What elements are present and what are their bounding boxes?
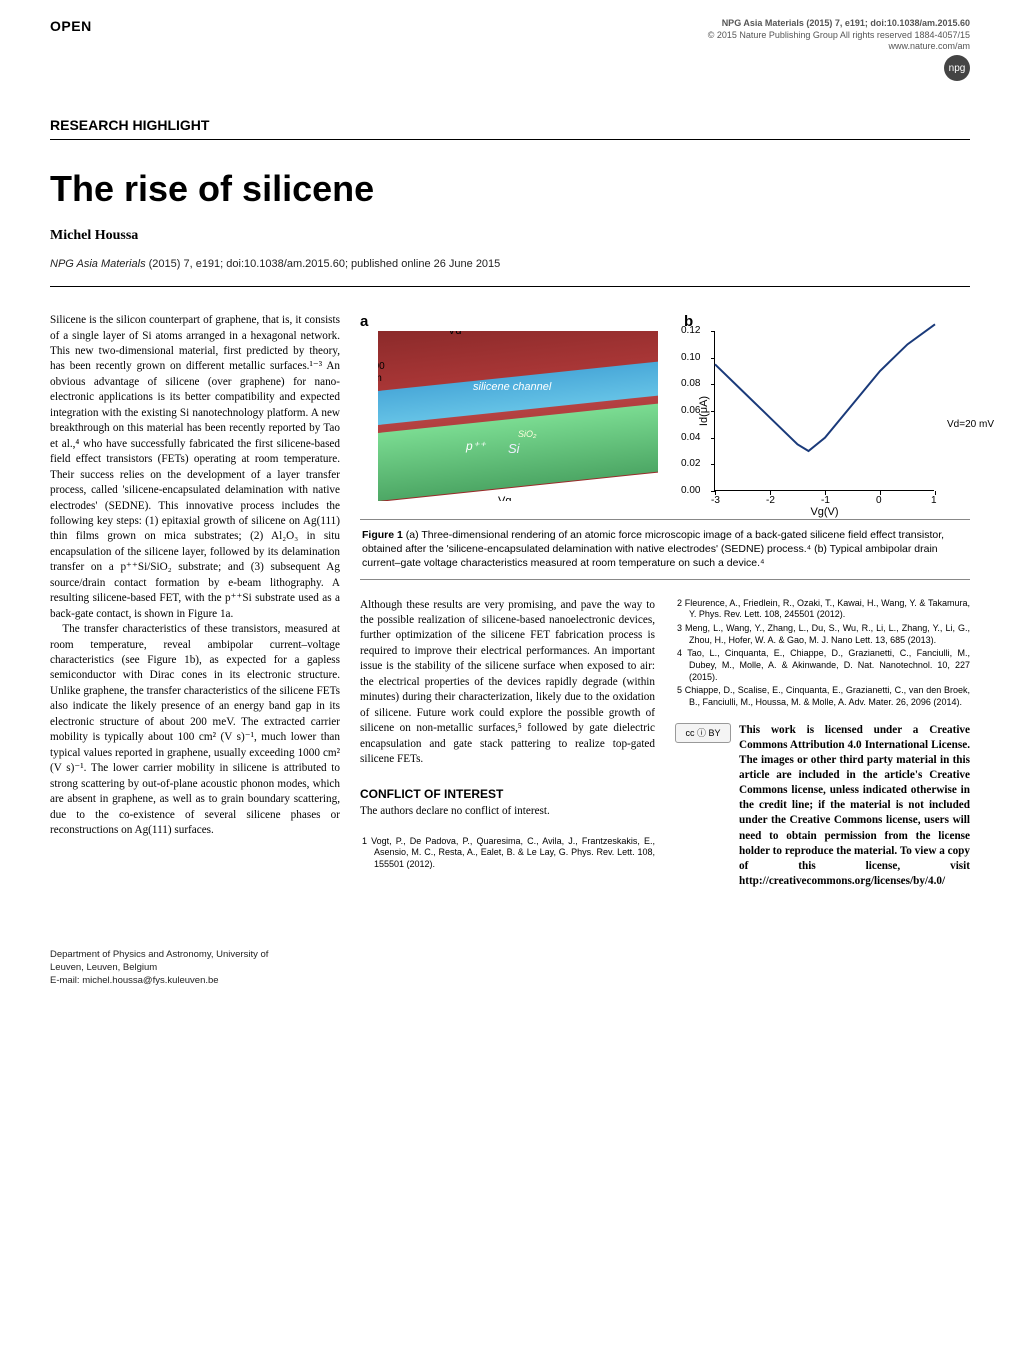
coi-heading: CONFLICT OF INTEREST <box>360 786 655 803</box>
left-column: Silicene is the silicon counterpart of g… <box>50 313 340 889</box>
header: OPEN NPG Asia Materials (2015) 7, e191; … <box>0 0 1020 87</box>
masthead: NPG Asia Materials (2015) 7, e191; doi:1… <box>708 18 970 53</box>
figure-1b: b Id(μA) Vg(V) Vd=20 mV 0.000.020.040.06… <box>684 313 954 513</box>
right-area: a Vd Vs Vg silicene channel Si SiO₂ p⁺⁺ … <box>360 313 970 889</box>
page-title: The rise of silicene <box>0 140 1020 210</box>
chart-line <box>715 324 935 451</box>
sio2-label: SiO₂ <box>518 429 536 439</box>
caption-text: (a) Three-dimensional rendering of an at… <box>362 529 944 569</box>
si-label: Si <box>508 441 520 456</box>
p-label: p⁺⁺ <box>466 439 485 453</box>
annotation: Vd=20 mV <box>947 419 994 430</box>
license-text: This work is licensed under a Creative C… <box>739 723 970 889</box>
ref-5: 5 Chiappe, D., Scalise, E., Cinquanta, E… <box>675 685 970 708</box>
refs-mid: 1 Vogt, P., De Padova, P., Quaresima, C.… <box>360 836 655 871</box>
body-mid: Although these results are very promisin… <box>360 598 655 768</box>
right-column: 2 Fleurence, A., Friedlein, R., Ozaki, T… <box>675 598 970 889</box>
logo-wrap: npg <box>708 55 970 81</box>
figure-1: a Vd Vs Vg silicene channel Si SiO₂ p⁺⁺ … <box>360 313 970 513</box>
ref-3: 3 Meng, L., Wang, Y., Zhang, L., Du, S.,… <box>675 623 970 646</box>
coi-text: The authors declare no conflict of inter… <box>360 804 655 819</box>
masthead-line2: © 2015 Nature Publishing Group All right… <box>708 30 970 42</box>
license-body: This work is licensed under a Creative C… <box>739 724 970 887</box>
chart-svg <box>715 331 934 490</box>
scale-label: 200 <box>378 361 385 372</box>
cc-badge-icon: cc ⓘ BY <box>675 723 731 743</box>
body-p2: The transfer characteristics of these tr… <box>50 622 340 838</box>
author: Michel Houssa <box>0 210 1020 244</box>
refs-right: 2 Fleurence, A., Friedlein, R., Ozaki, T… <box>675 598 970 709</box>
caption-bold: Figure 1 <box>362 529 403 541</box>
affil-line1: Department of Physics and Astronomy, Uni… <box>50 949 290 975</box>
channel-label: silicene channel <box>473 381 551 393</box>
masthead-line1: NPG Asia Materials (2015) 7, e191; doi:1… <box>708 18 970 30</box>
affiliation: Department of Physics and Astronomy, Uni… <box>0 889 340 1017</box>
article-rest: (2015) 7, e191; doi:10.1038/am.2015.60; … <box>146 258 501 270</box>
ref-2: 2 Fleurence, A., Friedlein, R., Ozaki, T… <box>675 598 970 621</box>
license-block: cc ⓘ BY This work is licensed under a Cr… <box>675 723 970 889</box>
vd-label: Vd <box>448 331 461 337</box>
open-label: OPEN <box>50 18 92 34</box>
section-label: RESEARCH HIGHLIGHT <box>0 87 1020 139</box>
affil-line2: E-mail: michel.houssa@fys.kuleuven.be <box>50 975 290 988</box>
content: Silicene is the silicon counterpart of g… <box>0 287 1020 889</box>
panel-a-label: a <box>360 313 368 330</box>
figure-1a: a Vd Vs Vg silicene channel Si SiO₂ p⁺⁺ … <box>360 313 670 513</box>
header-right-wrap: NPG Asia Materials (2015) 7, e191; doi:1… <box>708 18 970 81</box>
masthead-url: www.nature.com/am <box>708 41 970 53</box>
npg-logo-icon: npg <box>944 55 970 81</box>
iv-chart: Id(μA) Vg(V) Vd=20 mV 0.000.020.040.060.… <box>714 331 934 491</box>
vg-label: Vg <box>498 495 511 501</box>
ref-1: 1 Vogt, P., De Padova, P., Quaresima, C.… <box>360 836 655 871</box>
middle-column: Although these results are very promisin… <box>360 598 655 889</box>
article-info: NPG Asia Materials (2015) 7, e191; doi:1… <box>0 244 1020 270</box>
body-p1: Silicene is the silicon counterpart of g… <box>50 313 340 622</box>
sub-columns: Although these results are very promisin… <box>360 580 970 889</box>
journal-name: NPG Asia Materials <box>50 258 146 270</box>
ref-4: 4 Tao, L., Cinquanta, E., Chiappe, D., G… <box>675 648 970 683</box>
afm-render: Vd Vs Vg silicene channel Si SiO₂ p⁺⁺ 20… <box>378 331 658 501</box>
scale-unit: nm <box>378 373 382 384</box>
figure-caption: Figure 1 (a) Three-dimensional rendering… <box>360 519 970 580</box>
x-axis-label: Vg(V) <box>810 506 838 518</box>
